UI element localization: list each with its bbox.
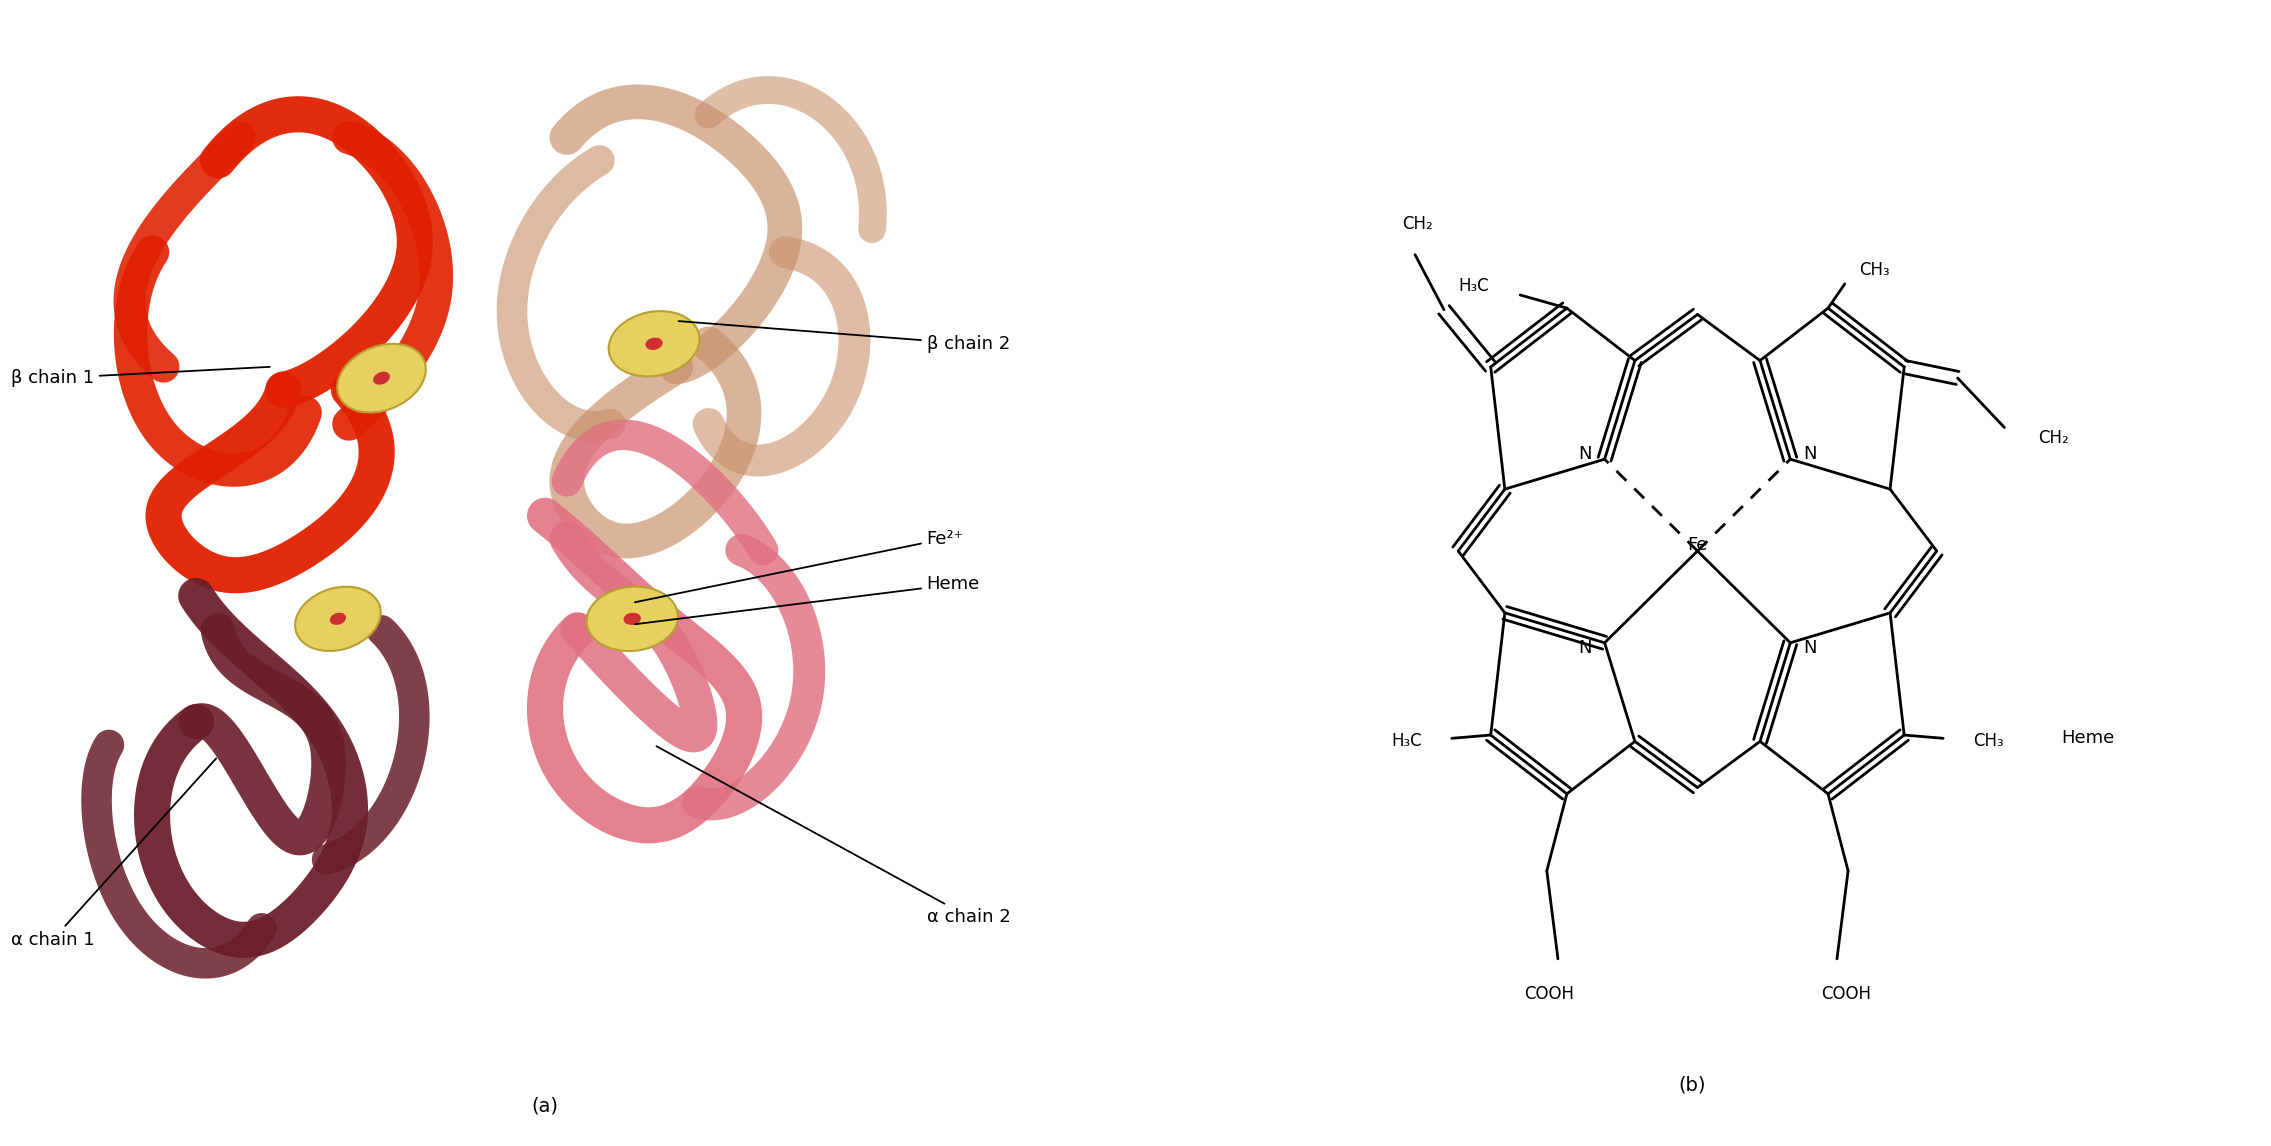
Text: CH₂: CH₂ [1401, 215, 1433, 233]
Text: Fe²⁺: Fe²⁺ [636, 529, 963, 603]
Ellipse shape [625, 613, 640, 625]
Ellipse shape [338, 344, 425, 413]
Text: Heme: Heme [2062, 729, 2114, 747]
Text: CH₃: CH₃ [1973, 731, 2003, 749]
Text: N: N [1578, 639, 1592, 658]
Ellipse shape [645, 338, 663, 350]
Text: N: N [1578, 445, 1592, 463]
Text: β chain 2: β chain 2 [679, 321, 1011, 353]
Text: Heme: Heme [636, 575, 979, 625]
Text: COOH: COOH [1821, 986, 1871, 1003]
Text: N: N [1803, 445, 1817, 463]
Ellipse shape [586, 587, 679, 651]
Text: CH₃: CH₃ [1860, 260, 1889, 278]
Ellipse shape [372, 371, 391, 385]
Ellipse shape [329, 613, 345, 625]
Text: (a): (a) [531, 1097, 559, 1115]
Text: H₃C: H₃C [1458, 277, 1490, 296]
Text: COOH: COOH [1524, 986, 1574, 1003]
Text: (b): (b) [1678, 1075, 1706, 1094]
Text: CH₂: CH₂ [2037, 430, 2069, 447]
Text: α chain 1: α chain 1 [11, 759, 216, 949]
Ellipse shape [295, 587, 382, 651]
Text: Fe: Fe [1687, 536, 1708, 555]
Text: β chain 1: β chain 1 [11, 367, 270, 387]
Ellipse shape [609, 311, 699, 377]
Text: α chain 2: α chain 2 [656, 746, 1011, 926]
Text: N: N [1803, 639, 1817, 658]
Text: H₃C: H₃C [1392, 731, 1422, 749]
